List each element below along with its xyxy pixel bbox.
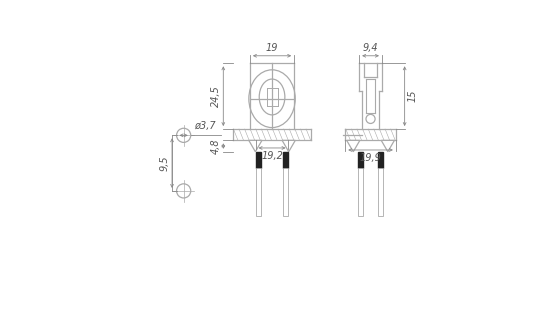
Text: 9,5: 9,5 <box>160 155 170 171</box>
Polygon shape <box>381 140 394 152</box>
Polygon shape <box>255 152 260 168</box>
Polygon shape <box>282 140 295 152</box>
Polygon shape <box>358 152 363 168</box>
Text: 19,2: 19,2 <box>261 151 283 161</box>
Text: 24,5: 24,5 <box>211 85 221 107</box>
Polygon shape <box>255 168 260 216</box>
Text: 19,9: 19,9 <box>359 153 382 163</box>
Polygon shape <box>378 168 383 216</box>
Text: 15: 15 <box>407 90 417 102</box>
Text: ø3,7: ø3,7 <box>195 121 216 131</box>
Text: 4,8: 4,8 <box>211 138 221 154</box>
Text: 9,4: 9,4 <box>363 43 378 53</box>
Text: 19: 19 <box>266 43 278 53</box>
Polygon shape <box>249 140 262 152</box>
Polygon shape <box>358 168 363 216</box>
Polygon shape <box>378 152 383 168</box>
Polygon shape <box>347 140 360 152</box>
Polygon shape <box>284 152 289 168</box>
Polygon shape <box>284 168 289 216</box>
